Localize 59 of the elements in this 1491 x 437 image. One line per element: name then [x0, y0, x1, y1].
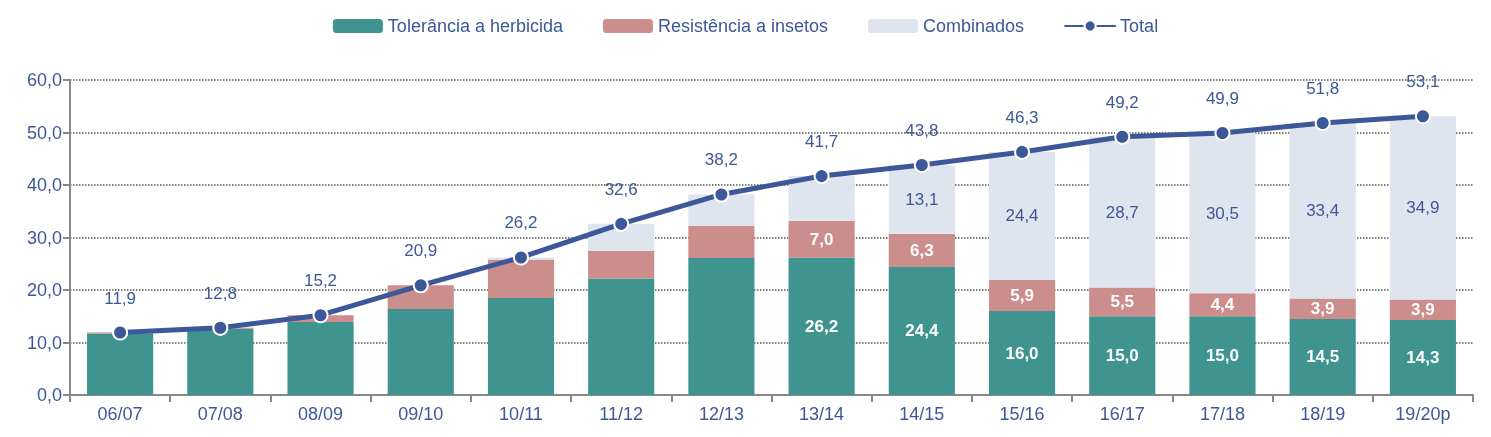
- data-label: 32,6: [604, 179, 638, 199]
- data-label: 20,9: [404, 241, 438, 261]
- data-label: 49,2: [1105, 92, 1139, 112]
- data-label: 5,9: [1010, 286, 1034, 306]
- data-label: 51,8: [1306, 79, 1340, 99]
- data-label: 26,2: [504, 213, 538, 233]
- x-tick-label: 13/14: [799, 404, 845, 424]
- data-label: 30,5: [1205, 203, 1240, 223]
- data-label: 24,4: [905, 321, 939, 341]
- data-label: 49,9: [1205, 89, 1240, 109]
- data-label: 38,2: [704, 150, 738, 170]
- legend-label: Resistência a insetos: [657, 16, 829, 36]
- data-label: 16,0: [1005, 343, 1039, 363]
- data-label: 43,8: [905, 121, 939, 141]
- x-tick-label: 19/20p: [1395, 404, 1451, 424]
- data-label: 26,2: [805, 316, 839, 336]
- data-label: 5,5: [1110, 292, 1135, 312]
- x-tick-label: 07/08: [197, 404, 243, 424]
- data-label: 6,3: [910, 240, 934, 260]
- y-tick-label: 10,0: [26, 332, 62, 353]
- data-label: 24,4: [1005, 206, 1039, 226]
- data-label: 14,3: [1406, 347, 1440, 367]
- data-label: 4,4: [1210, 295, 1235, 315]
- x-tick-label: 14/15: [899, 404, 945, 424]
- data-label: 53,1: [1406, 72, 1440, 92]
- data-label: 3,9: [1411, 300, 1435, 320]
- data-label: 34,9: [1406, 198, 1440, 218]
- x-tick-label: 06/07: [97, 404, 143, 424]
- data-label: 41,7: [805, 132, 839, 152]
- data-label: 7,0: [809, 229, 834, 249]
- x-tick-label: 15/16: [999, 404, 1045, 424]
- data-label: 3,9: [1310, 299, 1335, 319]
- x-tick-label: 17/18: [1199, 404, 1245, 424]
- data-label: 13,1: [905, 189, 939, 209]
- x-tick-label: 10/11: [499, 404, 543, 424]
- data-label: 15,0: [1105, 346, 1139, 366]
- legend-label: Total: [1120, 16, 1159, 36]
- x-tick-label: 12/13: [698, 404, 744, 424]
- x-tick-label: 16/17: [1099, 404, 1145, 424]
- y-tick-label: 50,0: [26, 122, 62, 143]
- data-label: 46,3: [1005, 107, 1039, 127]
- y-tick-label: 60,0: [26, 70, 62, 90]
- data-label: 12,8: [203, 283, 237, 303]
- y-tick-label: 0,0: [36, 385, 62, 405]
- data-label: 11,9: [104, 288, 137, 308]
- y-tick-label: 20,0: [26, 280, 62, 300]
- data-label: 14,5: [1306, 347, 1340, 367]
- data-label: 28,7: [1105, 202, 1139, 222]
- data-label: 15,2: [303, 271, 338, 291]
- y-tick-label: 30,0: [26, 227, 62, 248]
- legend-label: Combinados: [923, 16, 1025, 36]
- data-label: 33,4: [1306, 201, 1340, 221]
- x-tick-label: 09/10: [398, 404, 444, 424]
- legend-label: Tolerância a herbicida: [387, 16, 564, 36]
- data-label: 15,0: [1205, 346, 1240, 366]
- x-tick-label: 18/19: [1300, 404, 1346, 424]
- y-tick-label: 40,0: [26, 175, 62, 195]
- x-tick-label: 08/09: [298, 404, 344, 424]
- x-tick-label: 11/12: [599, 404, 644, 424]
